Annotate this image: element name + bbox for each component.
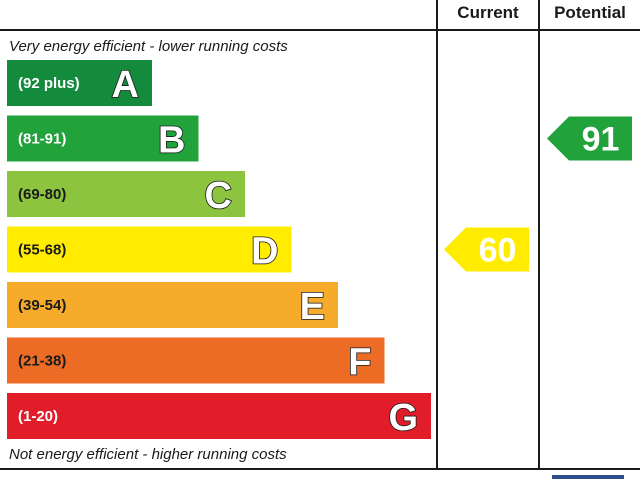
band-g-letter: G: [388, 397, 418, 439]
band-f-range: (21-38): [18, 353, 66, 370]
potential-rating-value: 91: [582, 121, 620, 159]
band-g-range: (1-20): [18, 408, 58, 425]
current-rating-value: 60: [479, 232, 517, 270]
potential-rating-arrow: [547, 116, 632, 161]
band-e-bar: [7, 282, 338, 328]
band-f-bar: [7, 337, 385, 384]
band-d-letter: D: [251, 231, 278, 273]
current-column-header: Current: [457, 3, 519, 22]
band-a-bar: [7, 60, 152, 106]
potential-column-header: Potential: [554, 3, 626, 22]
band-e-letter: E: [300, 286, 325, 328]
bottom-note: Not energy efficient - higher running co…: [9, 446, 287, 463]
band-a-range: (92 plus): [18, 75, 80, 92]
band-b-bar: [7, 115, 199, 162]
top-note: Very energy efficient - lower running co…: [9, 38, 288, 55]
rating-bands: (92 plus) A (81-91) B (69-80) C (55-68) D (39-54…: [7, 60, 431, 440]
current-rating-arrow: [444, 227, 529, 272]
band-e-range: (39-54): [18, 297, 66, 314]
band-g-bar: [7, 393, 431, 439]
band-b-range: (81-91): [18, 131, 66, 148]
rating-markers: 60 91: [444, 116, 632, 272]
band-c-letter: C: [205, 175, 232, 217]
band-d-range: (55-68): [18, 242, 66, 259]
band-b-letter: B: [158, 120, 185, 162]
band-d-bar: [7, 226, 292, 273]
band-a-letter: A: [112, 64, 139, 106]
band-c-range: (69-80): [18, 186, 66, 203]
band-c-bar: [7, 171, 245, 217]
band-f-letter: F: [348, 342, 371, 384]
bottom-edge-tab: [552, 475, 624, 479]
